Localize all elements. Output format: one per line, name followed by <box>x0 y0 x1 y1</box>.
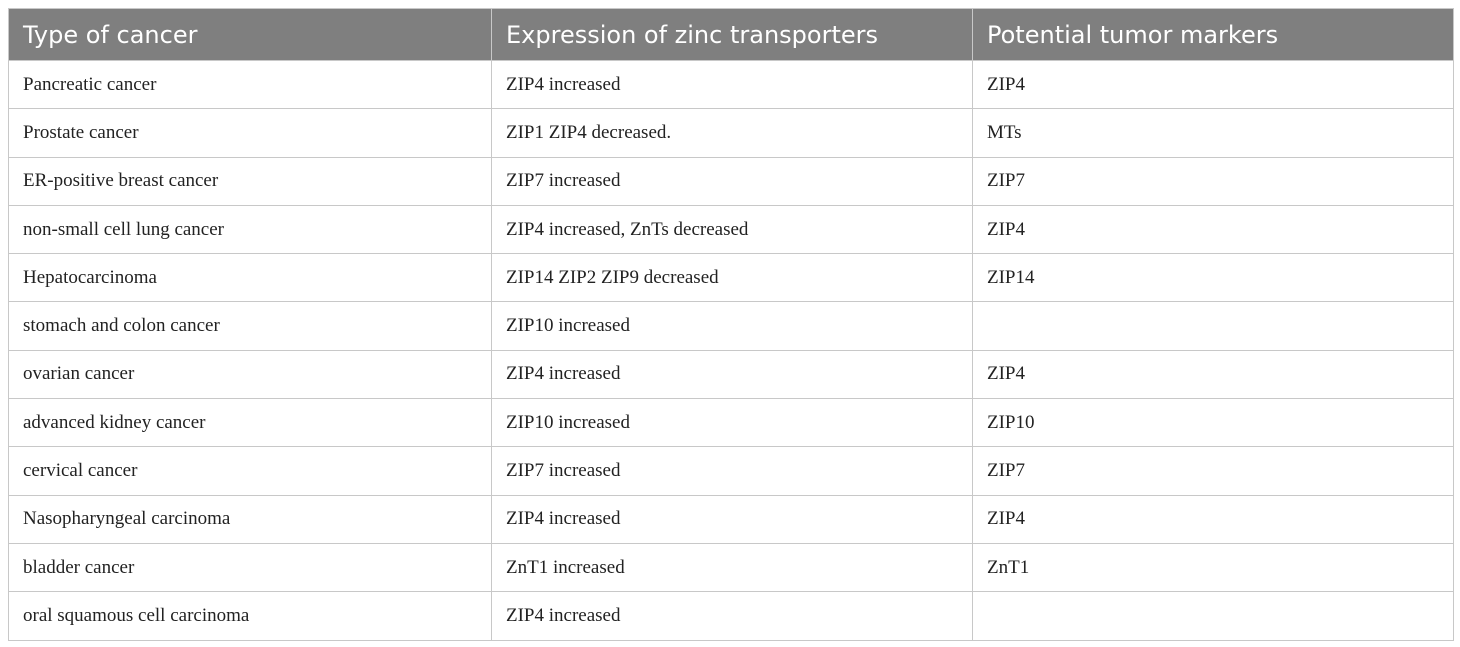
table-cell: ZIP4 <box>972 59 1454 110</box>
table-row: Nasopharyngeal carcinoma ZIP4 increased ZI… <box>8 494 1454 544</box>
table-cell: ZIP4 <box>972 349 1454 400</box>
table-cell: Hepatocarcinoma <box>8 253 492 303</box>
table-cell: ZIP14 ZIP2 ZIP9 decreased <box>491 253 973 303</box>
table-row: ER-positive breast cancer ZIP7 increased Z… <box>8 156 1454 206</box>
table-cell: stomach and colon cancer <box>8 301 492 351</box>
header-row: Type of cancer Expression of zinc transpo… <box>8 8 1454 61</box>
table-row: bladder cancer ZnT1 increased ZnT1 <box>8 542 1454 593</box>
empty-cell <box>972 301 1454 351</box>
header-cell: Expression of zinc transporters <box>491 8 973 61</box>
table-row: Prostate cancer ZIP1 ZIP4 decreased. MTs <box>8 108 1454 158</box>
table-cell: ovarian cancer <box>8 349 492 400</box>
table-cell: ZIP14 <box>972 253 1454 303</box>
table-row: cervical cancer ZIP7 increased ZIP7 <box>8 446 1454 496</box>
cancer-table: Type of cancer Expression of zinc transpo… <box>8 8 1454 641</box>
table-cell: ZIP7 <box>972 446 1454 496</box>
table-cell: ZIP10 increased <box>491 301 973 351</box>
table-cell: ZIP4 increased <box>491 494 973 544</box>
table-row: non-small cell lung cancer ZIP4 increased… <box>8 204 1454 255</box>
table-cell: ZIP4 increased <box>491 349 973 400</box>
table-cell: non-small cell lung cancer <box>8 204 492 255</box>
table-cell: ZIP4 <box>972 204 1454 255</box>
table-cell: Pancreatic cancer <box>8 59 492 110</box>
table-cell: advanced kidney cancer <box>8 398 492 448</box>
table-cell: ZIP4 increased <box>491 59 973 110</box>
table-cell: ZIP7 increased <box>491 446 973 496</box>
table-cell: MTs <box>972 108 1454 158</box>
table-cell: ZIP4 increased <box>491 591 973 641</box>
table-row: stomach and colon cancer ZIP10 increased <box>8 301 1454 351</box>
table-cell: ZIP7 increased <box>491 156 973 206</box>
table-cell: Prostate cancer <box>8 108 492 158</box>
table-cell: ZIP7 <box>972 156 1454 206</box>
table-cell: Nasopharyngeal carcinoma <box>8 494 492 544</box>
header-cell: Type of cancer <box>8 8 492 61</box>
table-row: oral squamous cell carcinoma ZIP4 increas… <box>8 591 1454 641</box>
table-cell: cervical cancer <box>8 446 492 496</box>
table-row: Hepatocarcinoma ZIP14 ZIP2 ZIP9 decreased… <box>8 253 1454 303</box>
table-cell: oral squamous cell carcinoma <box>8 591 492 641</box>
table-cell: ZnT1 increased <box>491 542 973 593</box>
table-cell: ZIP10 increased <box>491 398 973 448</box>
table-cell: ZIP1 ZIP4 decreased. <box>491 108 973 158</box>
header-cell: Potential tumor markers <box>972 8 1454 61</box>
table-cell: ZIP4 increased, ZnTs decreased <box>491 204 973 255</box>
table-row: advanced kidney cancer ZIP10 increased ZIP… <box>8 398 1454 448</box>
table-cell: ZnT1 <box>972 542 1454 593</box>
table-cell: ER-positive breast cancer <box>8 156 492 206</box>
empty-cell <box>972 591 1454 641</box>
table-body: Pancreatic cancer ZIP4 increased ZIP4 Prost… <box>8 59 1454 641</box>
table-cell: ZIP4 <box>972 494 1454 544</box>
table-cell: ZIP10 <box>972 398 1454 448</box>
table-row: Pancreatic cancer ZIP4 increased ZIP4 <box>8 59 1454 110</box>
table-row: ovarian cancer ZIP4 increased ZIP4 <box>8 349 1454 400</box>
table-cell: bladder cancer <box>8 542 492 593</box>
